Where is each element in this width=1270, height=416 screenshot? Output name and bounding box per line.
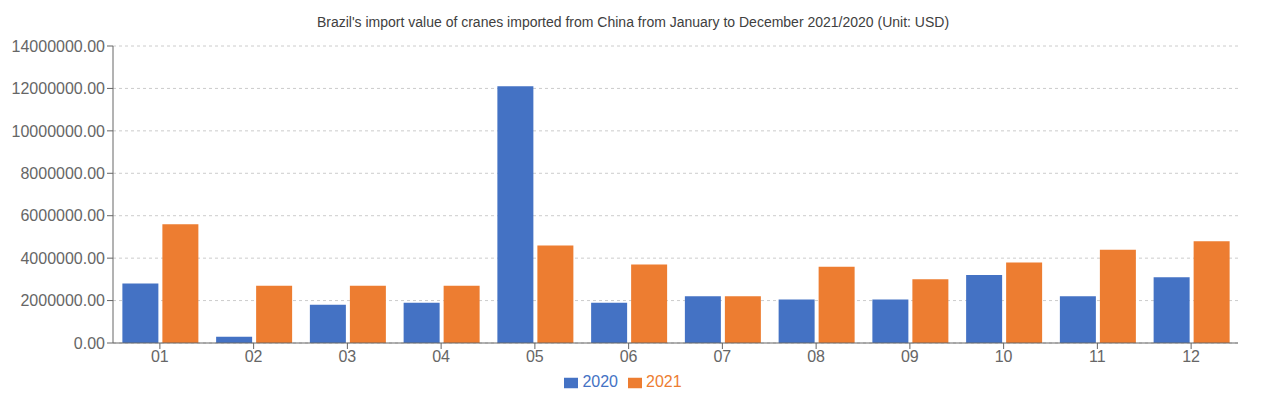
svg-text:4000000.00: 4000000.00 (20, 250, 105, 267)
svg-text:06: 06 (620, 348, 638, 365)
svg-text:02: 02 (245, 348, 263, 365)
svg-text:6000000.00: 6000000.00 (20, 207, 105, 224)
svg-text:8000000.00: 8000000.00 (20, 165, 105, 182)
svg-text:01: 01 (151, 348, 169, 365)
svg-text:04: 04 (432, 348, 450, 365)
svg-text:10: 10 (995, 348, 1013, 365)
svg-text:0.00: 0.00 (74, 335, 105, 352)
svg-text:09: 09 (901, 348, 919, 365)
svg-text:14000000.00: 14000000.00 (12, 38, 106, 55)
svg-text:07: 07 (713, 348, 731, 365)
svg-text:08: 08 (807, 348, 825, 365)
svg-text:2000000.00: 2000000.00 (20, 292, 105, 309)
svg-text:12000000.00: 12000000.00 (12, 80, 106, 97)
html-text:2021: 2021 (646, 373, 682, 390)
svg-text:12: 12 (1182, 348, 1200, 365)
svg-text:11: 11 (1089, 348, 1106, 365)
html-text:Brazil's import value of crane: Brazil's import value of cranes imported… (316, 14, 950, 30)
svg-text:03: 03 (338, 348, 356, 365)
svg-text:05: 05 (526, 348, 544, 365)
svg-text:10000000.00: 10000000.00 (12, 123, 106, 140)
html-text:2020: 2020 (582, 373, 618, 390)
